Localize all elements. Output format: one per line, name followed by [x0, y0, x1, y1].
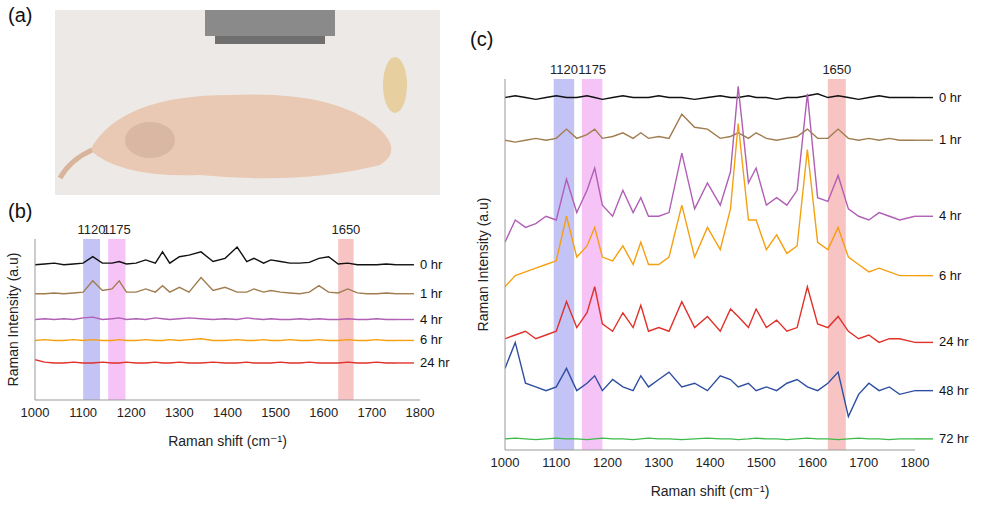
- svg-text:1000: 1000: [21, 405, 50, 420]
- svg-text:4 hr: 4 hr: [420, 312, 443, 327]
- svg-text:0 hr: 0 hr: [420, 257, 443, 272]
- svg-text:0 hr: 0 hr: [939, 90, 962, 105]
- svg-text:1175: 1175: [103, 222, 131, 237]
- svg-text:1400: 1400: [213, 405, 242, 420]
- svg-text:1650: 1650: [331, 222, 360, 237]
- svg-text:1120: 1120: [550, 62, 578, 77]
- svg-text:1000: 1000: [491, 455, 520, 470]
- svg-text:Raman shift (cm⁻¹): Raman shift (cm⁻¹): [651, 483, 770, 499]
- svg-text:1200: 1200: [593, 455, 622, 470]
- html-text:(b): (b): [8, 200, 33, 222]
- svg-text:1800: 1800: [406, 405, 435, 420]
- svg-text:48 hr: 48 hr: [939, 383, 969, 398]
- svg-text:24 hr: 24 hr: [939, 334, 969, 349]
- svg-text:Raman shift (cm⁻¹): Raman shift (cm⁻¹): [168, 433, 287, 449]
- svg-text:6 hr: 6 hr: [420, 332, 443, 347]
- svg-text:1400: 1400: [696, 455, 725, 470]
- svg-text:Raman Intensity (a.u): Raman Intensity (a.u): [475, 198, 491, 332]
- svg-text:1 hr: 1 hr: [420, 286, 443, 301]
- svg-text:1600: 1600: [309, 405, 338, 420]
- svg-text:24 hr: 24 hr: [420, 355, 450, 370]
- svg-text:1175: 1175: [578, 62, 606, 77]
- svg-text:1300: 1300: [165, 405, 194, 420]
- svg-text:72 hr: 72 hr: [939, 431, 969, 446]
- svg-text:1700: 1700: [849, 455, 878, 470]
- svg-text:1200: 1200: [117, 405, 146, 420]
- svg-text:1500: 1500: [261, 405, 290, 420]
- svg-text:4 hr: 4 hr: [939, 208, 962, 223]
- html-text:(c): (c): [470, 28, 494, 50]
- svg-text:1 hr: 1 hr: [939, 132, 962, 147]
- svg-text:1650: 1650: [822, 62, 851, 77]
- svg-text:1120: 1120: [78, 222, 106, 237]
- svg-text:Raman Intensity (a.u): Raman Intensity (a.u): [5, 253, 21, 387]
- svg-text:1800: 1800: [901, 455, 930, 470]
- svg-text:1100: 1100: [69, 405, 97, 420]
- svg-text:1300: 1300: [644, 455, 673, 470]
- svg-text:1100: 1100: [542, 455, 570, 470]
- svg-text:6 hr: 6 hr: [939, 268, 962, 283]
- svg-text:1600: 1600: [798, 455, 827, 470]
- svg-text:1700: 1700: [357, 405, 386, 420]
- svg-text:1500: 1500: [747, 455, 776, 470]
- html-text:(a): (a): [8, 4, 33, 26]
